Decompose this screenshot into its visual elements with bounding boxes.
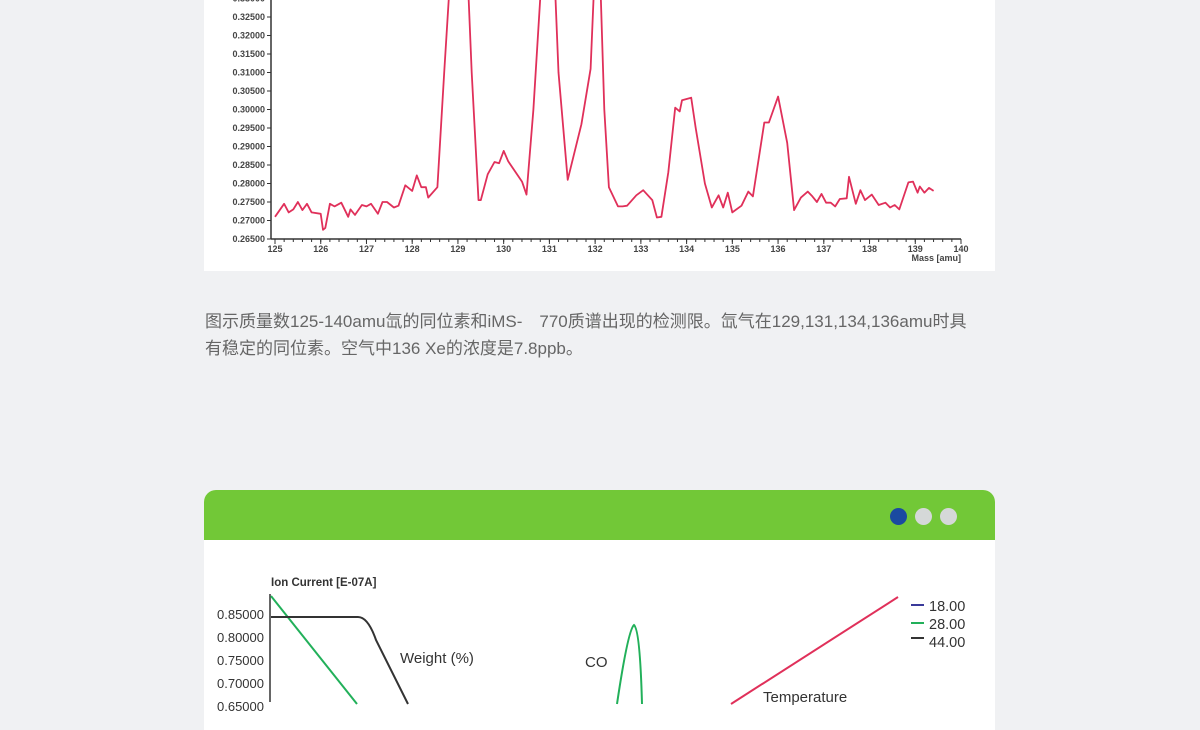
y-tick-label: 0.30500 — [232, 86, 265, 96]
x-tick-label: 128 — [405, 244, 420, 254]
y-tick: 0.70000 — [217, 676, 264, 691]
chart-caption: 图示质量数125-140amu氙的同位素和iMS- 770质谱出现的检测限。氙气… — [205, 308, 1000, 362]
x-tick-label: 127 — [359, 244, 374, 254]
y-tick-label: 0.28500 — [232, 160, 265, 170]
y-tick: 0.75000 — [217, 653, 264, 668]
y-tick-label: 0.31000 — [232, 68, 265, 78]
legend-label-18: 18.00 — [929, 599, 965, 615]
y-tick-label: 0.26500 — [232, 234, 265, 244]
x-tick-label: 131 — [542, 244, 557, 254]
carousel-card: Ion Current [E-07A] 0.85000 0.80000 0.75… — [204, 490, 995, 730]
y-tick: 0.85000 — [217, 607, 264, 622]
x-tick-label: 139 — [908, 244, 923, 254]
x-tick-label: 126 — [313, 244, 328, 254]
x-tick-label: 133 — [633, 244, 648, 254]
xenon-spectrum-chart: 0.26500 0.27000 0.27500 0.28000 0.28500 0.290… — [232, 0, 969, 263]
spectrum-chart-card: 0.26500 0.27000 0.27500 0.28000 0.28500 0.290… — [204, 0, 995, 271]
carousel-header — [204, 490, 995, 540]
carousel-dot-1[interactable] — [890, 508, 907, 525]
x-tick-label: 137 — [816, 244, 831, 254]
ion-28-line — [270, 595, 358, 705]
weight-line — [271, 616, 409, 705]
x-tick-label: 136 — [771, 244, 786, 254]
y-tick-label: 0.33000 — [232, 0, 265, 4]
y-tick-label: 0.32500 — [232, 12, 265, 22]
y-tick-label: 0.30000 — [232, 105, 265, 115]
y-tick-label: 0.32000 — [232, 31, 265, 41]
y-tick-label: 0.31500 — [232, 49, 265, 59]
caption-line-2: 有稳定的同位素。空气中136 Xe的浓度是7.8ppb。 — [205, 339, 583, 358]
co-label: CO — [585, 654, 608, 671]
x-tick-label: 125 — [267, 244, 282, 254]
x-tick-label: 132 — [588, 244, 603, 254]
y-tick-label: 0.27500 — [232, 197, 265, 207]
x-tick-label: 135 — [725, 244, 740, 254]
x-tick-label: 134 — [679, 244, 694, 254]
carousel-dot-3[interactable] — [940, 508, 957, 525]
y-tick-label: 0.27000 — [232, 216, 265, 226]
tga-ms-chart: Ion Current [E-07A] 0.85000 0.80000 0.75… — [217, 577, 965, 714]
x-tick-label: 140 — [953, 244, 968, 254]
temperature-line — [730, 596, 899, 705]
x-tick-label: 129 — [450, 244, 465, 254]
carousel-dot-2[interactable] — [915, 508, 932, 525]
weight-label: Weight (%) — [400, 650, 474, 667]
y-tick-label: 0.29500 — [232, 123, 265, 133]
y-tick-label: 0.28000 — [232, 179, 265, 189]
legend-label-44: 44.00 — [929, 635, 965, 651]
co-peak-line — [616, 623, 643, 705]
spectrum-line — [274, 0, 935, 231]
x-tick-label: 130 — [496, 244, 511, 254]
y-tick-label: 0.29000 — [232, 142, 265, 152]
y-tick: 0.65000 — [217, 699, 264, 714]
caption-line-1: 图示质量数125-140amu氙的同位素和iMS- 770质谱出现的检测限。氙气… — [205, 312, 967, 331]
x-tick-label: 138 — [862, 244, 877, 254]
temperature-label: Temperature — [763, 689, 847, 706]
x-axis-title: Mass [amu] — [911, 253, 961, 263]
legend-label-28: 28.00 — [929, 617, 965, 633]
y-axis-title: Ion Current [E-07A] — [271, 577, 377, 589]
y-tick: 0.80000 — [217, 630, 264, 645]
